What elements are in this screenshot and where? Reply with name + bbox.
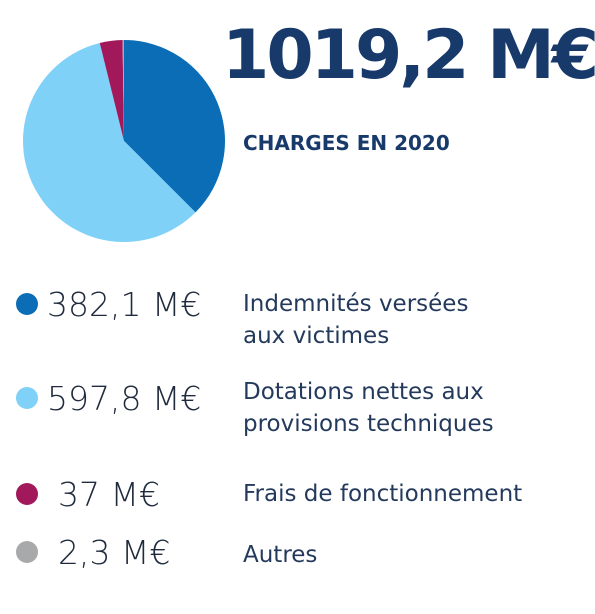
legend-label-dotations: Dotations nettes aux provisions techniqu…: [243, 379, 494, 437]
legend-label-frais: Frais de fonctionnement: [243, 481, 523, 507]
legend-label-indemnites: Indemnités versées aux victimes: [243, 291, 469, 349]
chart-subtitle: CHARGES EN 2020: [243, 131, 450, 155]
legend-dot-autres: [16, 541, 38, 563]
pie-chart: [22, 40, 225, 242]
pie-slice-indemnites: [124, 40, 225, 213]
total-amount: 1019,2 M€: [222, 16, 595, 95]
legend-value-frais: 37 M€: [58, 475, 160, 514]
pie-slice-dotations: [22, 42, 196, 242]
legend-dot-frais: [16, 483, 38, 505]
legend-item-frais: 37 M€ Frais de fonctionnement: [0, 474, 595, 554]
legend-value-indemnites: 382,1 M€: [47, 285, 202, 324]
legend-item-autres: 2,3 M€ Autres: [0, 534, 595, 614]
pie-slice-autres: [122, 40, 124, 141]
legend-value-autres: 2,3 M€: [58, 533, 171, 572]
legend-value-dotations: 597,8 M€: [47, 379, 202, 418]
legend-dot-dotations: [16, 387, 38, 409]
legend-item-dotations: 597,8 M€ Dotations nettes aux provisions…: [0, 376, 595, 456]
legend-dot-indemnites: [16, 293, 38, 315]
legend-item-indemnites: 382,1 M€ Indemnités versées aux victimes: [0, 284, 595, 364]
legend-label-autres: Autres: [243, 542, 318, 568]
pie-slice-frais: [99, 40, 124, 142]
